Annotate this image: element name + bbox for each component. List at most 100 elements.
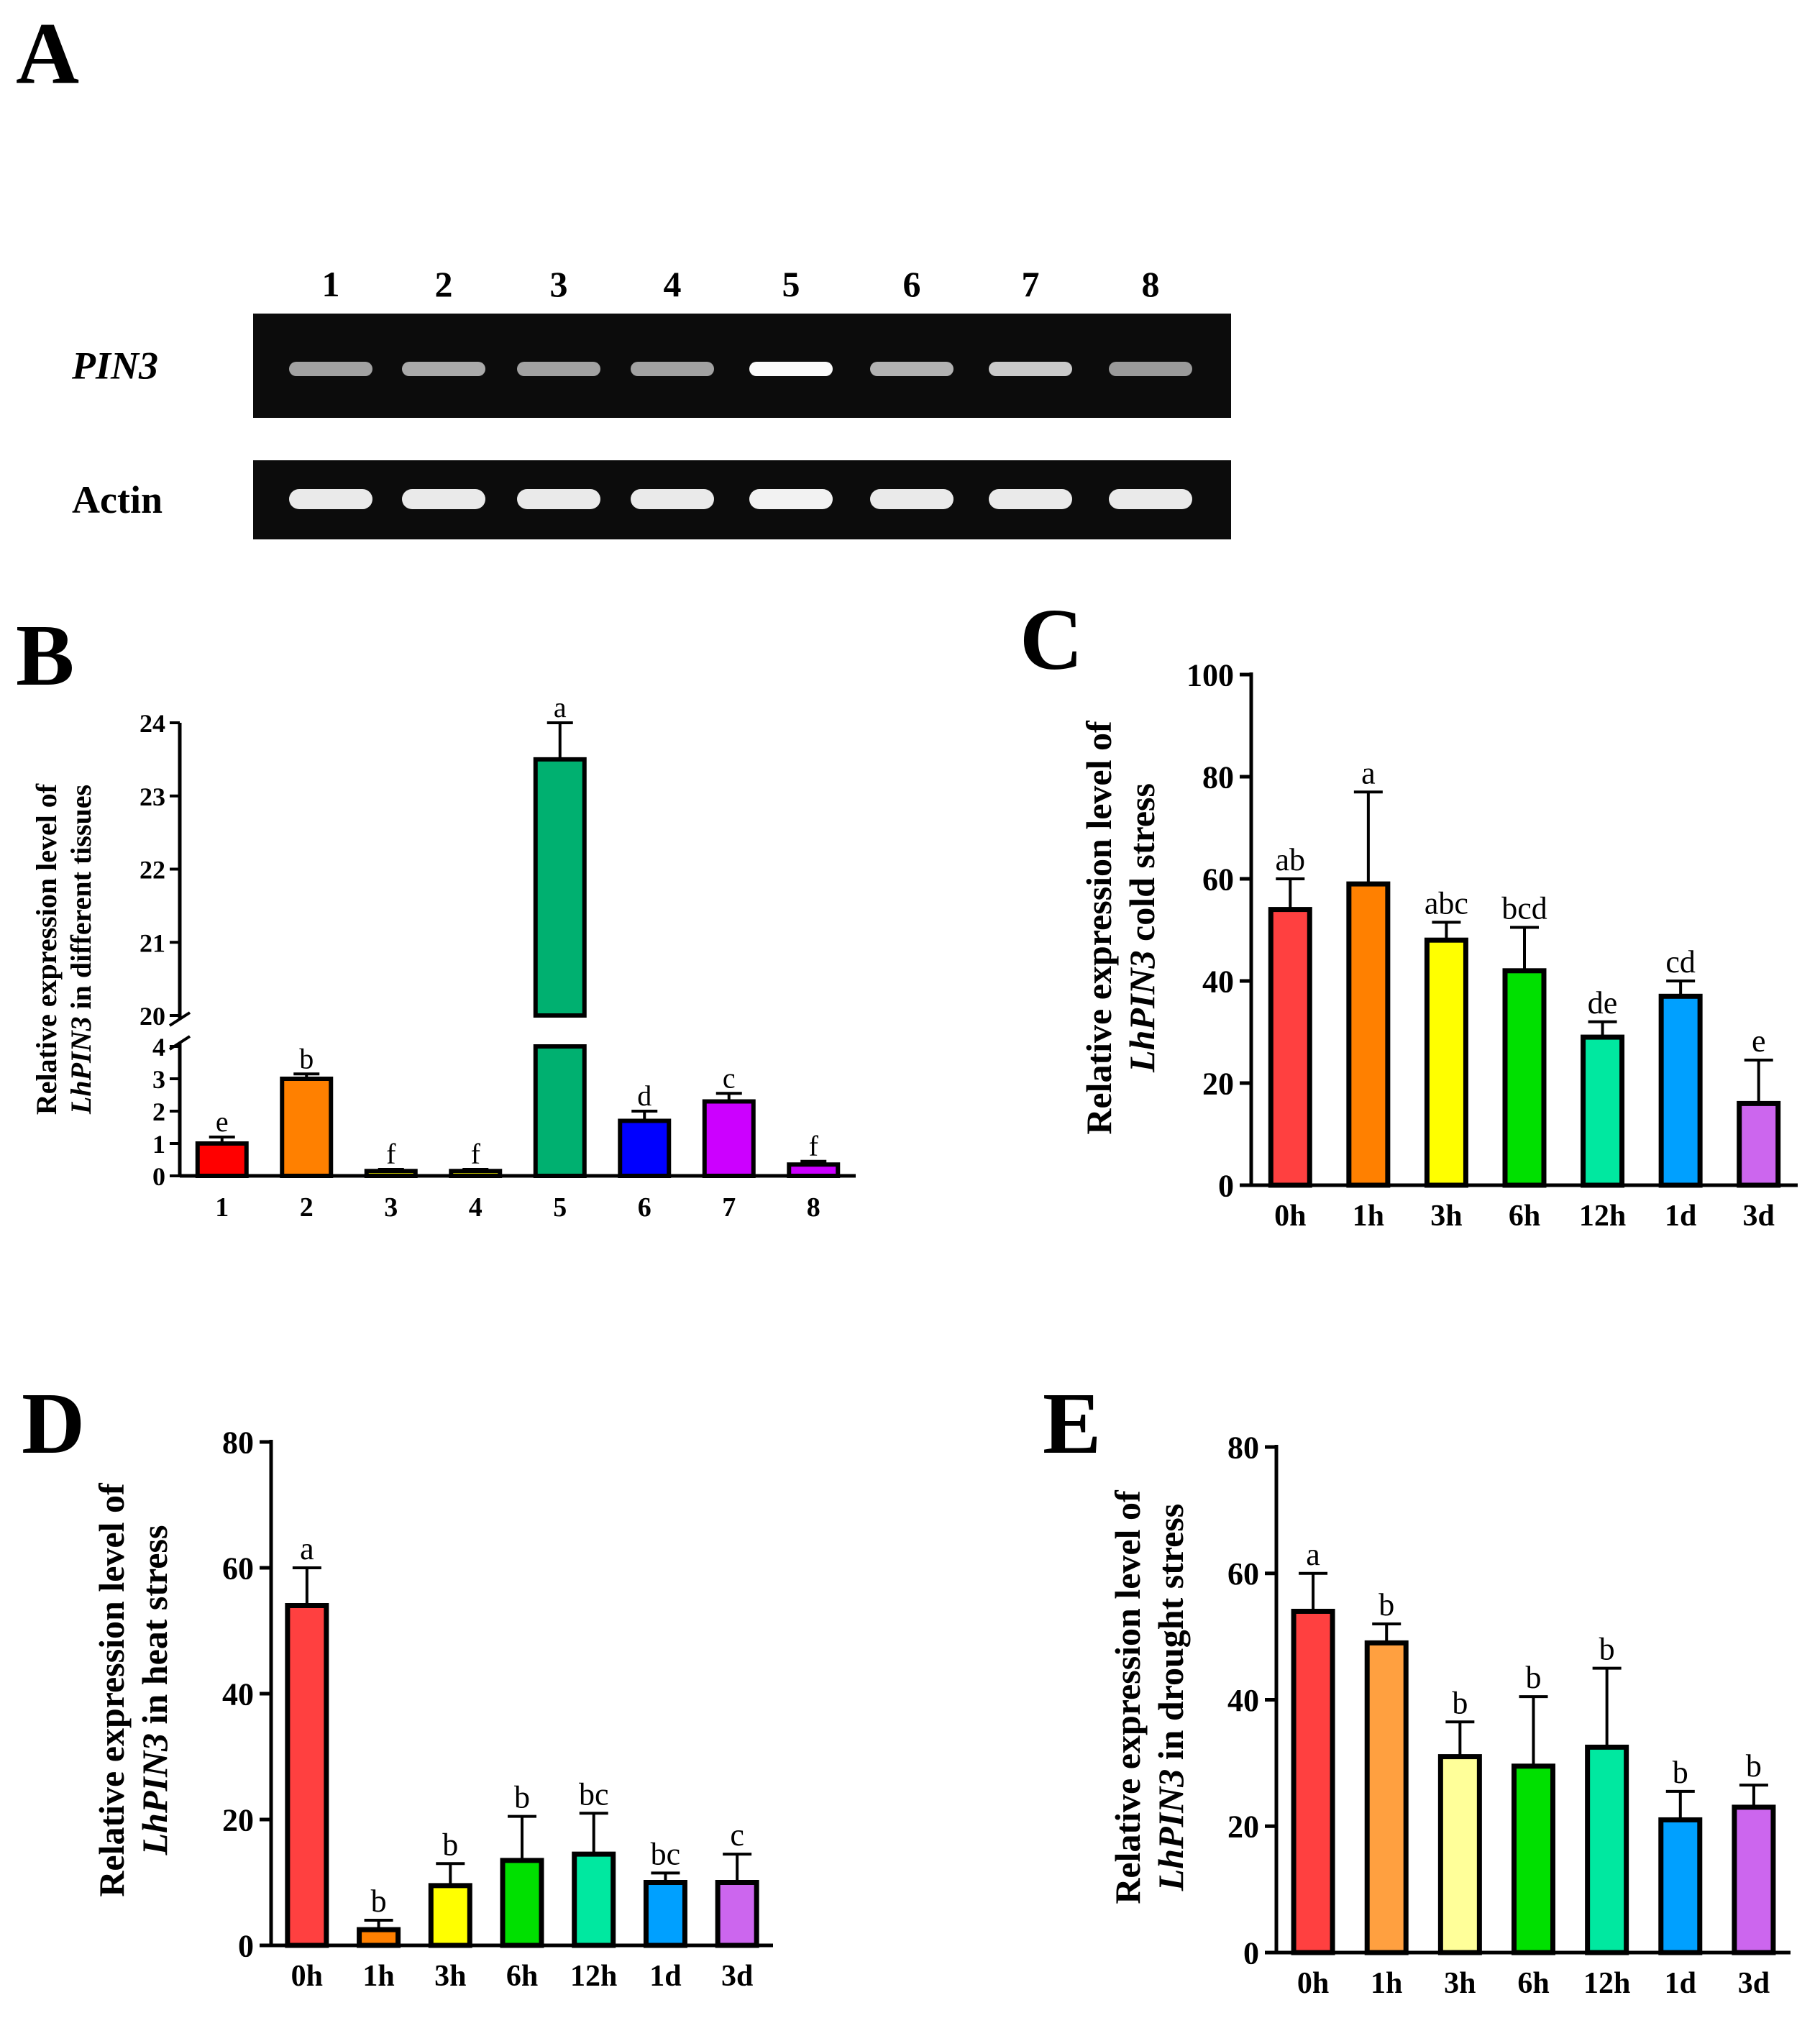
bar-12h xyxy=(1581,1034,1625,1188)
significance-label: f xyxy=(386,1138,396,1170)
gel-band xyxy=(989,489,1072,509)
gel-strip-pin3 xyxy=(253,314,1231,418)
x-category-label: 0h xyxy=(1297,1967,1329,2000)
gel-band xyxy=(517,489,600,509)
lane-number-4: 4 xyxy=(664,264,682,304)
bar-0h xyxy=(1268,907,1312,1188)
significance-label: c xyxy=(730,1817,744,1853)
panel-letter: B xyxy=(16,607,74,704)
y-axis-label-line1: Relative expression level of xyxy=(30,783,63,1115)
significance-label: c xyxy=(723,1062,736,1094)
y-tick-label: 20 xyxy=(1227,1809,1259,1845)
bar-7 xyxy=(702,1099,756,1178)
y-tick-label: 80 xyxy=(1202,759,1234,795)
lane-number-1: 1 xyxy=(322,264,340,304)
gel-band xyxy=(402,489,485,509)
x-category-label: 1d xyxy=(649,1960,681,1993)
gel-band xyxy=(870,489,954,509)
gel-band xyxy=(631,489,714,509)
y-tick-label: 0 xyxy=(152,1162,165,1191)
y-tick-label: 40 xyxy=(1202,964,1234,999)
bar-5-upper xyxy=(533,757,587,1018)
bar-6h xyxy=(1502,968,1547,1188)
bar-1 xyxy=(195,1141,249,1178)
x-category-label: 4 xyxy=(469,1192,483,1223)
significance-label: e xyxy=(1752,1023,1766,1059)
y-tick-label: 0 xyxy=(1243,1935,1259,1971)
significance-label: b xyxy=(299,1042,314,1074)
bar-3d xyxy=(715,1880,759,1948)
x-category-label: 3d xyxy=(1743,1200,1775,1233)
panel-letter: E xyxy=(1043,1375,1101,1472)
y-tick-label: 2 xyxy=(152,1097,165,1126)
x-category-label: 3d xyxy=(721,1960,753,1993)
bar-12h xyxy=(572,1851,616,1948)
lane-number-5: 5 xyxy=(782,264,800,304)
y-tick-label: 3 xyxy=(152,1065,165,1094)
lane-number-3: 3 xyxy=(550,264,568,304)
y-axis-label-line2: cold stress xyxy=(1122,783,1162,950)
significance-label: b xyxy=(1526,1660,1542,1695)
x-category-label: 3 xyxy=(384,1192,398,1223)
significance-label: b xyxy=(371,1884,387,1919)
gel-band xyxy=(870,362,954,376)
y-axis-label-line1: Relative expression level of xyxy=(91,1482,132,1897)
y-tick-label: 40 xyxy=(222,1676,254,1712)
y-tick-label: 100 xyxy=(1186,657,1234,693)
gel-band xyxy=(289,489,372,509)
panel-letter: D xyxy=(22,1375,85,1472)
bar-1d xyxy=(1658,1817,1703,1955)
y-tick-label: 0 xyxy=(1218,1168,1234,1203)
x-category-label: 6h xyxy=(1517,1967,1549,2000)
bar-6h xyxy=(500,1858,544,1948)
gel-band xyxy=(749,489,833,509)
significance-label: b xyxy=(1452,1685,1468,1720)
y-tick-label: 80 xyxy=(222,1425,254,1460)
bar-0h xyxy=(285,1603,329,1948)
y-tick-label: 0 xyxy=(238,1928,254,1963)
y-tick-label: 21 xyxy=(140,928,165,957)
bar-1h xyxy=(1364,1640,1409,1955)
bar-1d xyxy=(643,1880,687,1948)
x-category-label: 7 xyxy=(722,1192,736,1223)
y-tick-label: 22 xyxy=(140,856,165,885)
bar-4 xyxy=(449,1169,503,1178)
significance-label: d xyxy=(637,1079,651,1112)
gel-lane-numbers: 1 2 3 4 5 6 7 8 xyxy=(322,264,1160,304)
x-category-label: 12h xyxy=(1579,1200,1626,1233)
bar-3d xyxy=(1737,1100,1781,1188)
bar-0h xyxy=(1291,1608,1335,1955)
lane-number-8: 8 xyxy=(1142,264,1160,304)
chart-b-tissues: B Relative expression level ofLhPIN3 in d… xyxy=(16,607,856,1223)
y-axis-label-gene: LhPIN3 xyxy=(65,1017,97,1115)
bar-1d xyxy=(1658,993,1703,1188)
significance-label: bc xyxy=(579,1776,609,1812)
gel-band xyxy=(1109,362,1192,376)
gel-band xyxy=(289,362,372,376)
gel-band xyxy=(749,362,833,376)
significance-label: cd xyxy=(1665,944,1696,980)
significance-label: f xyxy=(809,1130,819,1162)
significance-label: abc xyxy=(1425,885,1468,921)
y-tick-label: 80 xyxy=(1227,1430,1259,1465)
y-axis-label-line1: Relative expression level of xyxy=(1079,720,1119,1135)
y-axis-label-line2: in different tissues xyxy=(65,785,97,1017)
gel-row-label-pin3: PIN3 xyxy=(71,344,158,388)
panel-a-letter: A xyxy=(16,5,79,102)
bar-1h xyxy=(1346,881,1391,1188)
chart-c-cold-stress: C Relative expression level ofLhPIN3 cold… xyxy=(1020,591,1798,1233)
bar-3h xyxy=(428,1883,472,1948)
y-axis-label: Relative expression level ofLhPIN3 in di… xyxy=(30,783,97,1115)
significance-label: f xyxy=(471,1138,481,1170)
x-category-label: 0h xyxy=(1274,1200,1306,1233)
x-category-label: 2 xyxy=(300,1192,314,1223)
x-category-label: 1h xyxy=(1371,1967,1402,2000)
y-axis-label-line1: Relative expression level of xyxy=(1107,1489,1148,1904)
lane-number-2: 2 xyxy=(435,264,453,304)
significance-label: bcd xyxy=(1501,890,1547,926)
lane-number-7: 7 xyxy=(1022,264,1040,304)
y-axis-label: Relative expression level ofLhPIN3 in dr… xyxy=(1107,1489,1191,1904)
